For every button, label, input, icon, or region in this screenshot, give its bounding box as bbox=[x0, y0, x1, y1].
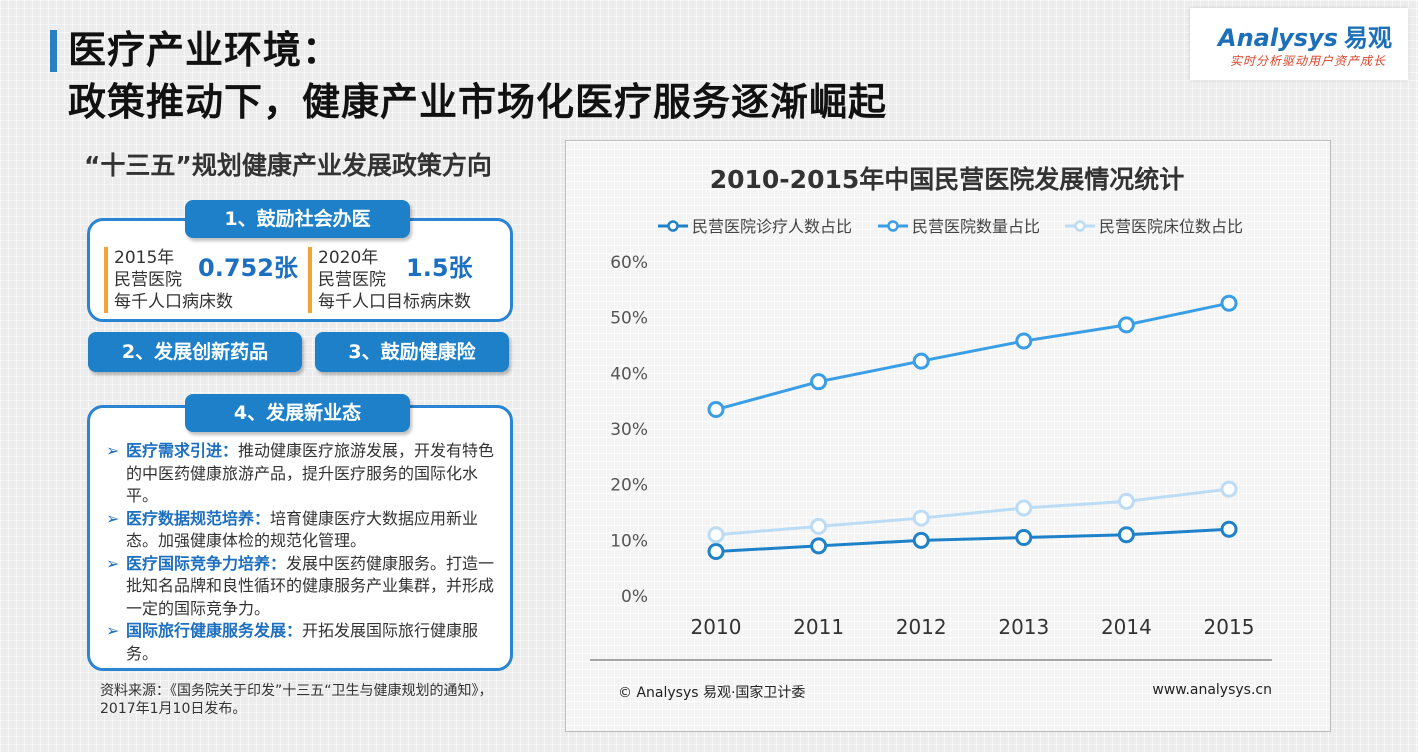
legend-item: 民营医院诊疗人数占比 bbox=[658, 217, 852, 236]
policy-item-4-label: 4、发展新业态 bbox=[185, 394, 410, 432]
data-point bbox=[707, 401, 725, 419]
data-point bbox=[1117, 526, 1135, 544]
data-point bbox=[810, 517, 828, 535]
y-tick-label: 20% bbox=[610, 476, 648, 496]
data-point bbox=[1015, 529, 1033, 547]
policy-section-title: “十三五”规划健康产业发展政策方向 bbox=[84, 151, 492, 180]
x-tick-label: 2012 bbox=[896, 615, 947, 639]
source-note: 资料来源：《国务院关于印发”十三五“卫生与健康规划的通知》，2017年1月10日… bbox=[100, 683, 493, 717]
data-point bbox=[1220, 480, 1238, 498]
new-business-bullets: ➢ 医疗需求引进：推动健康医疗旅游发展，开发有特色的中医药健康旅游产品，提升医疗服… bbox=[104, 440, 504, 665]
analysys-logo: Analysys 易观 实时分析驱动用户资产成长 bbox=[1190, 8, 1408, 80]
data-point bbox=[912, 509, 930, 527]
y-tick-label: 50% bbox=[610, 309, 648, 329]
legend-swatch-marker bbox=[887, 220, 899, 232]
y-tick-label: 10% bbox=[610, 531, 648, 551]
x-tick-label: 2011 bbox=[793, 615, 844, 639]
legend-swatch-marker bbox=[667, 220, 679, 232]
y-tick-label: 30% bbox=[610, 420, 648, 440]
data-point bbox=[707, 526, 725, 544]
legend-label: 民营医院床位数占比 bbox=[1099, 217, 1243, 236]
legend-swatch-marker bbox=[1074, 220, 1086, 232]
x-tick-label: 2015 bbox=[1204, 615, 1255, 639]
stat-2015: 2015年 民营医院 每千人口病床数 0.752张 bbox=[104, 247, 304, 313]
page-title: 医疗产业环境： 政策推动下，健康产业市场化医疗服务逐渐崛起 bbox=[68, 24, 887, 128]
data-point bbox=[1015, 332, 1033, 350]
x-tick-label: 2013 bbox=[998, 615, 1049, 639]
legend-label: 民营医院诊疗人数占比 bbox=[692, 217, 852, 236]
chart-title: 2010-2015年中国民营医院发展情况统计 bbox=[710, 165, 1185, 194]
title-line-2: 政策推动下，健康产业市场化医疗服务逐渐崛起 bbox=[68, 80, 888, 124]
data-point bbox=[707, 542, 725, 560]
logo-tagline: 实时分析驱动用户资产成长 bbox=[1230, 54, 1387, 68]
stat-2015-value: 0.752张 bbox=[198, 254, 298, 282]
data-point bbox=[810, 373, 828, 391]
policy-item-2-label: 2、发展创新药品 bbox=[88, 332, 302, 372]
policy-item-1-label: 1、鼓励社会办医 bbox=[185, 200, 410, 238]
stat-2020: 2020年 民营医院 每千人口目标病床数 1.5张 bbox=[308, 247, 508, 313]
chart-footer-left: © Analysys 易观·国家卫计委 bbox=[618, 684, 805, 701]
series-line bbox=[715, 527, 1230, 553]
bullet-item: ➢ 国际旅行健康服务发展：开拓发展国际旅行健康服务。 bbox=[106, 621, 479, 663]
policy-item-3-label: 3、鼓励健康险 bbox=[315, 332, 509, 372]
arrow-icon: ➢ bbox=[106, 621, 120, 640]
data-point bbox=[1220, 294, 1238, 312]
arrow-icon: ➢ bbox=[106, 508, 120, 528]
series-line bbox=[715, 487, 1230, 537]
legend-label: 民营医院数量占比 bbox=[912, 217, 1040, 236]
bullet-item: ➢ 医疗国际竞争力培养：发展中医药健康服务。打造一批知名品牌和良性循环的健康服务产… bbox=[106, 553, 495, 618]
data-point bbox=[912, 352, 930, 370]
data-point bbox=[1220, 520, 1238, 538]
logo-brand: Analysys 易观 bbox=[1218, 24, 1392, 52]
legend-item: 民营医院数量占比 bbox=[878, 217, 1040, 236]
data-point bbox=[912, 531, 930, 549]
x-tick-label: 2010 bbox=[691, 615, 742, 639]
x-tick-label: 2014 bbox=[1101, 615, 1152, 639]
arrow-icon: ➢ bbox=[106, 441, 120, 460]
chart-card bbox=[565, 140, 1331, 732]
bullet-item: ➢ 医疗需求引进：推动健康医疗旅游发展，开发有特色的中医药健康旅游产品，提升医疗服… bbox=[106, 441, 495, 505]
arrow-icon: ➢ bbox=[106, 553, 120, 573]
y-tick-label: 0% bbox=[621, 587, 648, 607]
y-tick-label: 40% bbox=[610, 364, 648, 384]
legend-item: 民营医院床位数占比 bbox=[1065, 217, 1243, 236]
data-point bbox=[1117, 492, 1135, 510]
data-point bbox=[810, 537, 828, 555]
chart-footer-right: www.analysys.cn bbox=[1152, 682, 1272, 698]
stat-2020-value: 1.5张 bbox=[406, 254, 473, 282]
bullet-item: ➢ 医疗数据规范培养：培育健康医疗大数据应用新业态。加强健康体检的规范化管理。 bbox=[106, 508, 479, 551]
series-line bbox=[715, 301, 1230, 411]
title-accent-bar bbox=[50, 30, 57, 72]
y-tick-label: 60% bbox=[610, 253, 648, 273]
title-line-1: 医疗产业环境： bbox=[68, 28, 342, 72]
data-point bbox=[1117, 316, 1135, 334]
data-point bbox=[1015, 499, 1033, 517]
